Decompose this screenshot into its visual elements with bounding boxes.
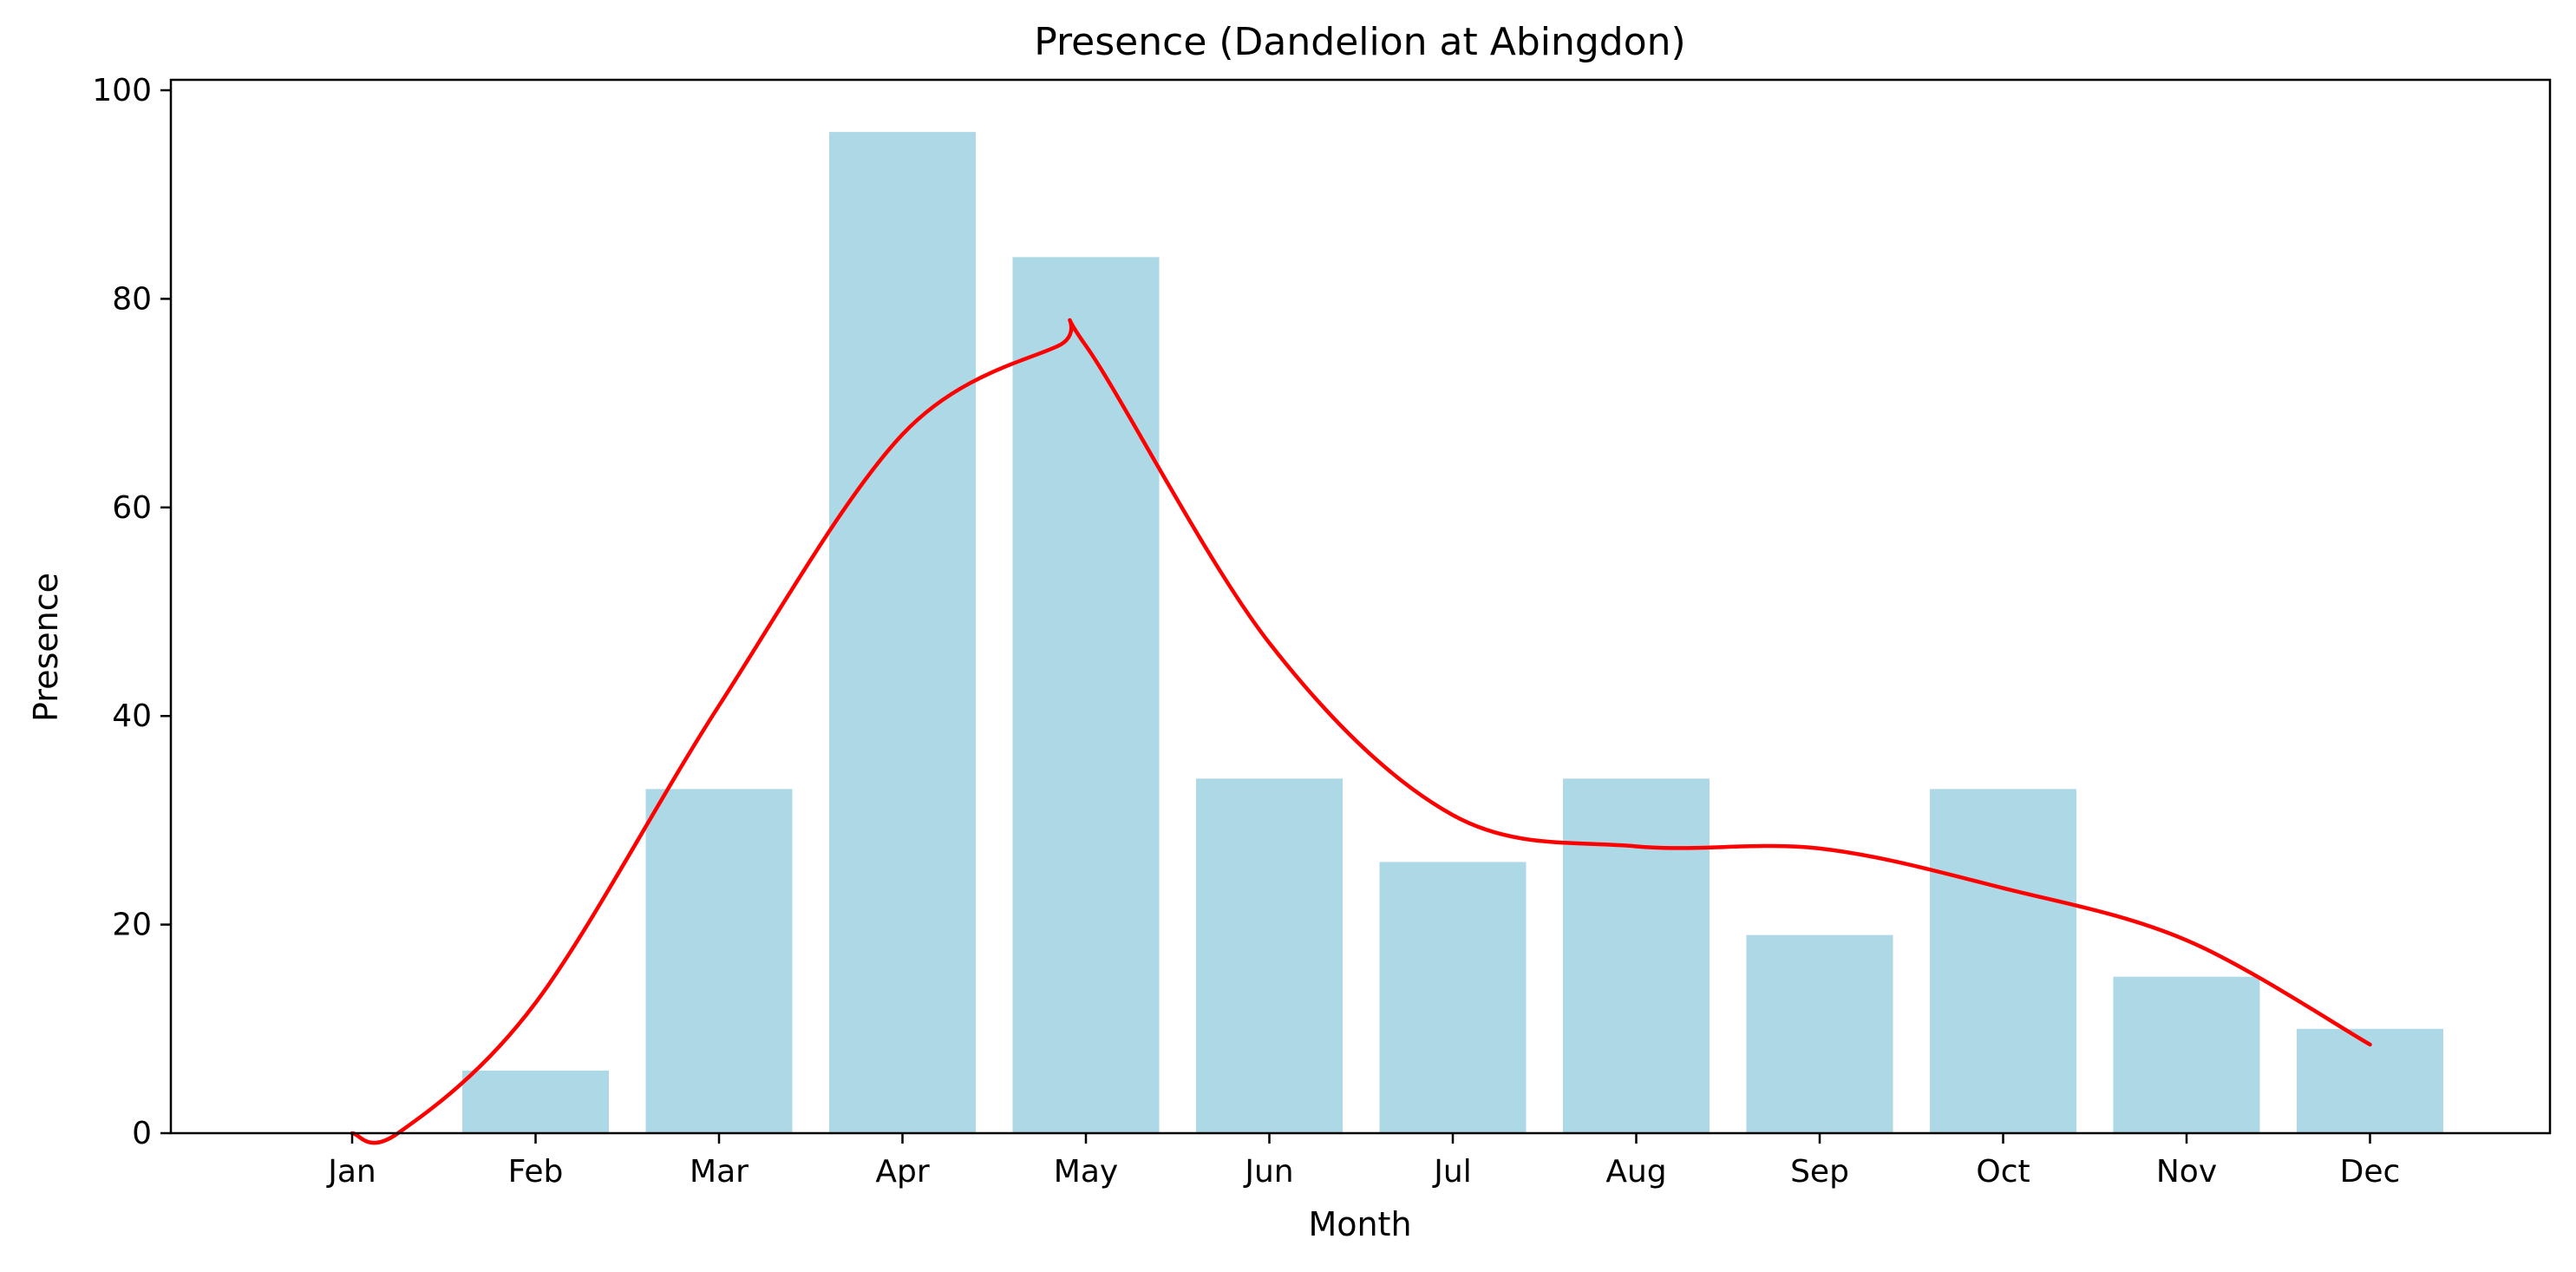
x-tick-label-sep: Sep <box>1790 1154 1849 1190</box>
bar-mar <box>645 789 793 1133</box>
trend-line <box>350 318 2372 1145</box>
x-axis-label: Month <box>1308 1205 1411 1243</box>
bar-sep <box>1746 934 1893 1133</box>
x-tick-label-jan: Jan <box>326 1154 376 1190</box>
y-tick-label-40: 40 <box>112 698 152 734</box>
x-tick-label-dec: Dec <box>2340 1154 2401 1190</box>
bar-nov <box>2113 976 2260 1133</box>
bar-jun <box>1196 778 1343 1133</box>
y-axis-label: Presence <box>27 573 65 722</box>
y-tick-label-60: 60 <box>112 490 152 526</box>
x-tick-label-aug: Aug <box>1605 1154 1666 1190</box>
bar-aug <box>1563 778 1710 1133</box>
x-tick-label-jul: Jul <box>1432 1154 1471 1190</box>
x-tick-label-nov: Nov <box>2156 1154 2217 1190</box>
y-tick-label-100: 100 <box>92 73 152 108</box>
bar-jul <box>1379 862 1527 1133</box>
bar-feb <box>462 1070 609 1133</box>
y-tick-label-80: 80 <box>112 281 152 317</box>
bar-oct <box>1930 789 2076 1133</box>
x-tick-label-oct: Oct <box>1976 1154 2030 1190</box>
bar-apr <box>829 132 976 1134</box>
x-tick-label-feb: Feb <box>508 1154 564 1190</box>
trend-line-layer <box>350 318 2372 1145</box>
y-tick-label-0: 0 <box>132 1116 152 1151</box>
plot-frame <box>169 78 2552 1135</box>
bar-may <box>1012 257 1160 1133</box>
axes-layer: 0 20 40 60 80 100 Jan Feb Mar Apr May Jun Jul Aug Sep O… <box>92 73 2552 1190</box>
y-tick-label-20: 20 <box>112 908 152 943</box>
x-tick-label-apr: Apr <box>875 1154 929 1190</box>
x-tick-label-mar: Mar <box>690 1154 749 1190</box>
chart-title: Presence (Dandelion at Abingdon) <box>1034 20 1685 64</box>
bars-layer <box>462 132 2443 1134</box>
x-tick-label-jun: Jun <box>1243 1154 1293 1190</box>
x-tick-label-may: May <box>1054 1154 1118 1190</box>
